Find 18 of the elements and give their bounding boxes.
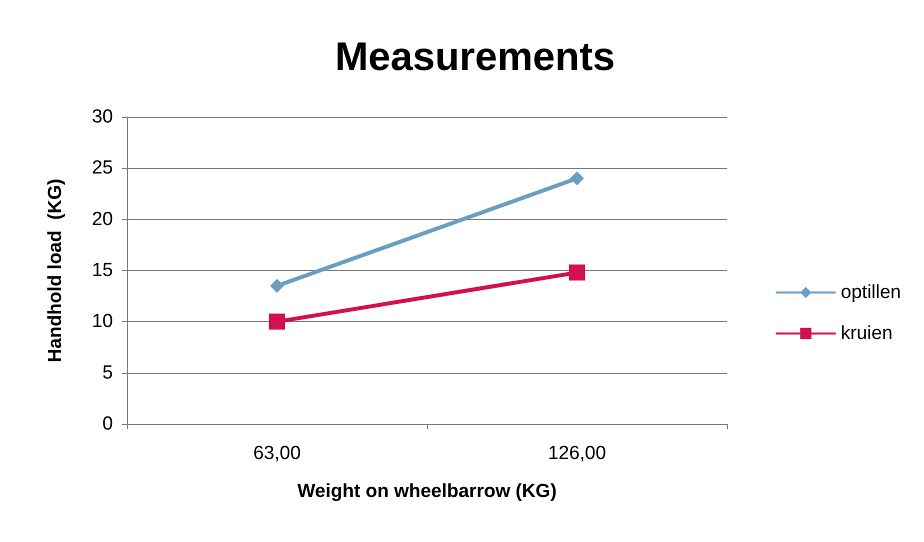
legend-label: optillen [840,282,902,303]
point [570,171,584,186]
point [270,278,284,293]
legend-label: kruien [840,323,893,344]
y-axis-title: Handhold load (KG) [45,178,66,362]
x-tick-label: 63,00 [253,443,301,464]
y-tick-label: 20 [92,208,113,230]
chart-title: Measurements [334,35,616,79]
point [269,314,285,330]
y-tick-label: 0 [102,414,113,434]
y-tick-label: 10 [92,311,113,332]
point [569,264,585,281]
x-axis-title: Weight on wheelbarrow (KG) [297,481,557,502]
y-tick-label: 25 [92,158,113,179]
y-tick-label: 5 [102,362,113,384]
x-tick-label: 126,00 [548,443,606,464]
y-tick-label: 30 [92,106,113,128]
y-tick-label: 15 [92,260,113,281]
